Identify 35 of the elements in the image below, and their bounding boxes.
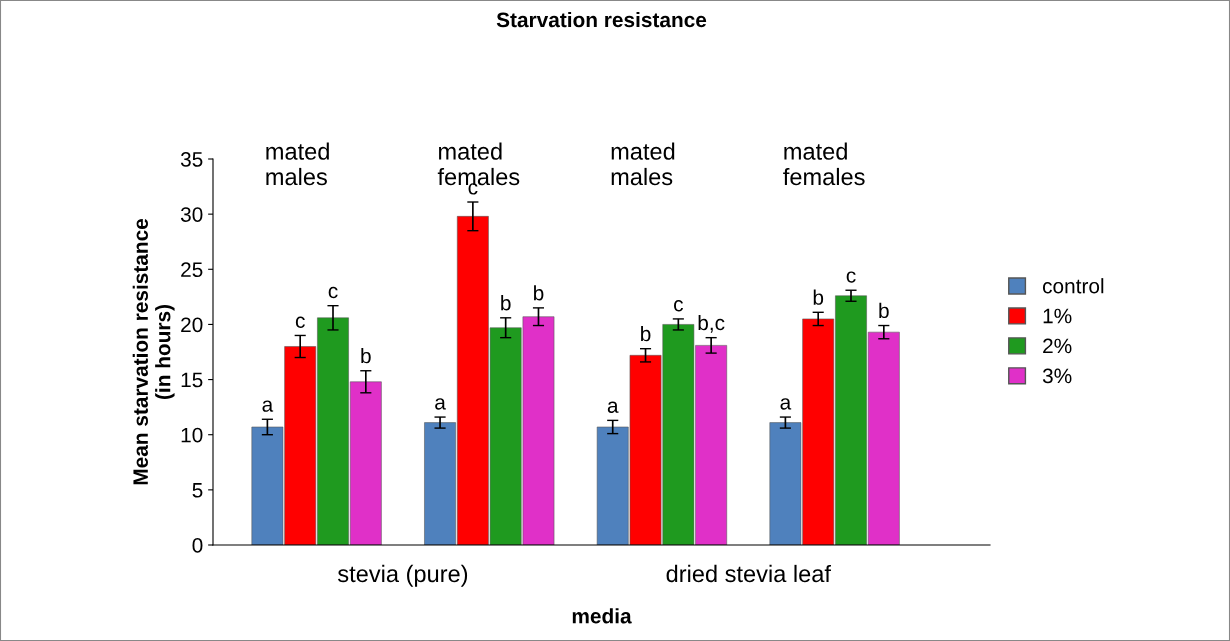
data-label: a (607, 401, 619, 413)
data-label: b (813, 289, 824, 305)
data-label: a (435, 398, 446, 410)
chart-title: Starvation resistance (496, 11, 707, 28)
data-label: b (361, 348, 371, 364)
y-tick-label: 30 (180, 207, 203, 222)
annotation: mated males (611, 142, 675, 186)
y-tick-label: 25 (181, 262, 203, 278)
legend-label: 1% (1043, 308, 1072, 324)
data-label: b (501, 295, 511, 311)
y-tick-label: 5 (192, 483, 203, 498)
data-label: c (328, 286, 338, 299)
legend-label: control (1042, 278, 1104, 294)
data-label: b,c (698, 314, 725, 333)
text: dried stevia leaf (666, 564, 831, 583)
y-tick-label: 0 (192, 538, 203, 553)
data-label: b (641, 325, 651, 342)
annotation: mated males (266, 142, 329, 186)
data-label: c (295, 316, 305, 329)
data-label: b (534, 285, 544, 301)
text: stevia (pure) (337, 564, 468, 587)
y-tick-label: 15 (181, 372, 203, 388)
legend-label: 2% (1043, 338, 1072, 354)
annotation: mated females (783, 142, 865, 186)
data-label: c (846, 271, 856, 283)
y-tick-label: 35 (180, 152, 203, 167)
data-label: a (262, 400, 274, 412)
legend-label: 3% (1042, 368, 1072, 384)
x-axis-title: media (572, 608, 632, 624)
y-axis-title: Mean starvation resistance (in hours) (132, 218, 175, 485)
data-label: a (780, 398, 792, 410)
y-tick-label: 20 (181, 317, 203, 333)
y-tick-label: 10 (181, 427, 203, 443)
data-label: c (674, 300, 683, 312)
data-label: b (879, 302, 889, 319)
